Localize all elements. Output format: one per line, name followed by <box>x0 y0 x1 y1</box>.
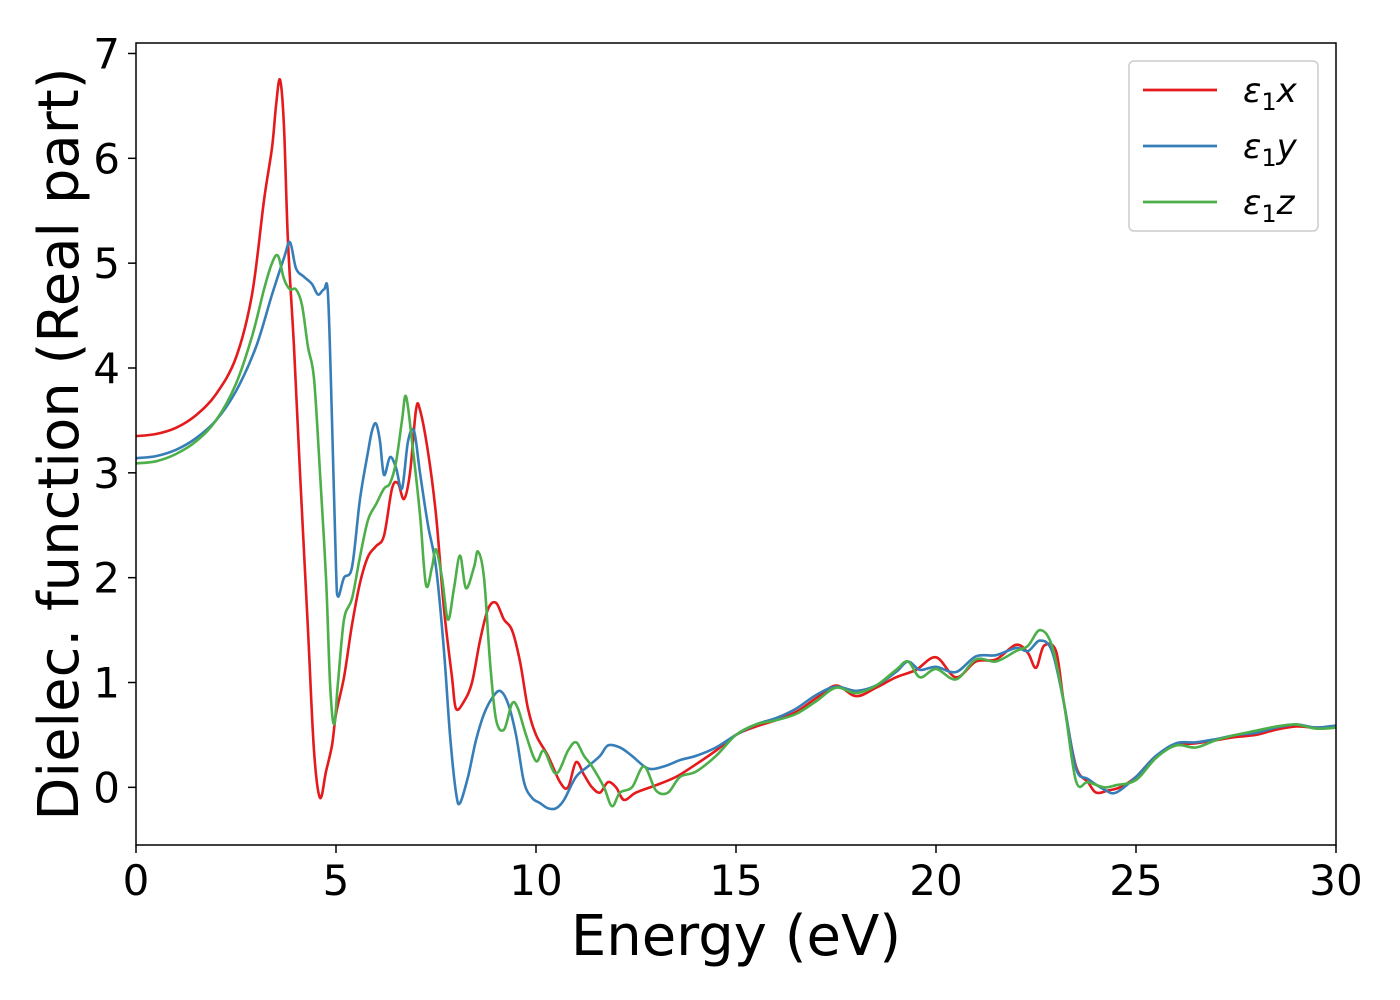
series-line-y <box>136 240 1336 811</box>
x-tick-label: 10 <box>509 856 562 905</box>
x-tick-label: 20 <box>909 856 962 905</box>
y-tick-label: 6 <box>93 134 120 183</box>
x-tick-label: 30 <box>1309 856 1362 905</box>
y-tick-label: 1 <box>93 659 120 708</box>
legend-label-x: ε1x <box>1243 71 1298 116</box>
series-line-z <box>136 253 1336 808</box>
plot-area <box>136 78 1336 811</box>
y-axis-label: Dielec. function (Real part) <box>27 67 92 820</box>
y-tick-label: 7 <box>93 29 120 78</box>
legend-label-y: ε1y <box>1243 127 1298 172</box>
x-tick-label: 25 <box>1109 856 1162 905</box>
x-tick-label: 5 <box>323 856 350 905</box>
legend-box <box>1128 60 1319 232</box>
y-tick-label: 5 <box>93 239 120 288</box>
x-axis-label: Energy (eV) <box>571 904 901 969</box>
legend: ε1x ε1y ε1z <box>1128 60 1319 232</box>
x-tick-label: 15 <box>709 856 762 905</box>
y-tick-label: 4 <box>93 344 120 393</box>
y-axis: 0 1 2 3 4 5 6 7 <box>93 29 136 812</box>
x-tick-label: 0 <box>123 856 150 905</box>
y-tick-label: 0 <box>93 763 120 812</box>
x-axis: 0 5 10 15 20 25 30 <box>123 845 1363 905</box>
y-tick-label: 3 <box>93 449 120 498</box>
legend-label-z: ε1z <box>1243 183 1296 228</box>
y-tick-label: 2 <box>93 554 120 603</box>
